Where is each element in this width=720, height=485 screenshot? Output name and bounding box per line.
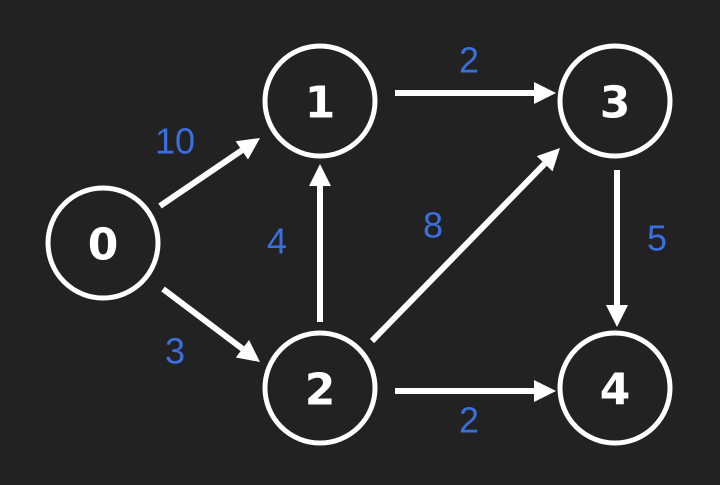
edge-2-4 bbox=[395, 380, 556, 402]
edge-weight-2-1: 4 bbox=[267, 221, 287, 262]
edge-0-2-line bbox=[161, 286, 245, 352]
edge-2-3-line bbox=[369, 161, 547, 344]
weights-layer: 10 3 4 2 8 2 5 bbox=[155, 40, 667, 441]
node-0-label: 0 bbox=[88, 220, 119, 271]
edge-0-2 bbox=[161, 286, 260, 362]
node-2-label: 2 bbox=[305, 365, 336, 416]
edge-weight-0-2: 3 bbox=[165, 331, 185, 372]
edge-2-3-arrowhead-icon bbox=[536, 148, 560, 172]
node-0-circle bbox=[45, 185, 161, 301]
edge-0-1-line bbox=[158, 147, 244, 209]
edge-weight-1-3: 2 bbox=[459, 40, 479, 81]
edge-2-1-arrowhead-icon bbox=[309, 164, 331, 186]
edge-0-2-arrowhead-icon bbox=[235, 339, 260, 362]
edge-1-3-arrowhead-icon bbox=[534, 82, 556, 104]
edge-weight-0-1: 10 bbox=[155, 121, 195, 162]
node-4-label: 4 bbox=[600, 365, 631, 416]
edge-2-4-arrowhead-icon bbox=[534, 380, 556, 402]
edge-2-3 bbox=[369, 148, 560, 344]
node-1-circle bbox=[262, 43, 378, 159]
node-2: 2 bbox=[262, 330, 378, 446]
edge-0-1 bbox=[158, 138, 260, 209]
edge-3-4 bbox=[606, 170, 628, 327]
node-0: 0 bbox=[45, 185, 161, 301]
node-1: 1 bbox=[262, 43, 378, 159]
edges-layer bbox=[158, 82, 628, 402]
node-3-circle bbox=[557, 43, 673, 159]
node-3-label: 3 bbox=[600, 78, 631, 129]
edge-0-1-arrowhead-icon bbox=[235, 138, 260, 160]
node-3: 3 bbox=[557, 43, 673, 159]
node-1-label: 1 bbox=[305, 78, 336, 129]
node-2-circle bbox=[262, 330, 378, 446]
edge-3-4-arrowhead-icon bbox=[606, 305, 628, 327]
node-4-circle bbox=[557, 330, 673, 446]
nodes-layer: 0 1 2 3 4 bbox=[45, 43, 673, 446]
node-4: 4 bbox=[557, 330, 673, 446]
edge-weight-2-3: 8 bbox=[423, 205, 443, 246]
edge-2-1 bbox=[309, 164, 331, 322]
edge-1-3 bbox=[395, 82, 556, 104]
edge-weight-3-4: 5 bbox=[647, 218, 667, 259]
edge-weight-2-4: 2 bbox=[459, 400, 479, 441]
